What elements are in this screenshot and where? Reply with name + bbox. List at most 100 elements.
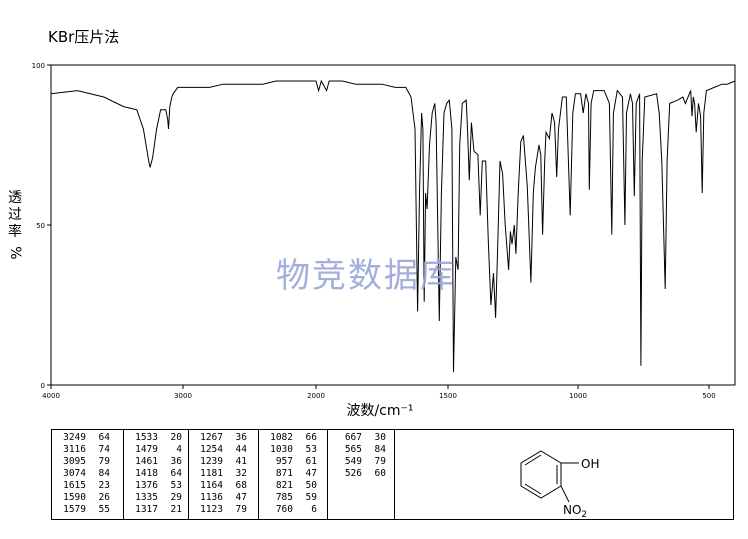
y-tick-label: 100 [32, 62, 45, 70]
peak-row: 957 61 [265, 456, 323, 468]
spectrum-line [50, 79, 736, 373]
peak-row: 3074 84 [58, 468, 119, 480]
peak-wavenumber: 871 [275, 468, 293, 479]
y-axis-label-char: 过 [8, 207, 22, 223]
peak-wavenumber: 1376 [135, 480, 158, 491]
peak-transmittance: 29 [170, 492, 182, 503]
x-tick-label: 2000 [307, 392, 325, 400]
peak-row: 1239 41 [195, 456, 254, 468]
y-axis-label: 透过率% [8, 190, 28, 260]
nitrophenol-structure: OH NO2 [520, 450, 599, 520]
peak-transmittance: 64 [170, 468, 182, 479]
peak-row: 1376 53 [130, 480, 184, 492]
axis-ticks: 4000 3000 2000 1500 1000 500 0 50 100 [32, 62, 716, 400]
peak-wavenumber: 1082 [270, 432, 293, 443]
peak-transmittance: 79 [98, 456, 110, 467]
peak-transmittance: 55 [98, 504, 110, 515]
x-tick-label: 1500 [439, 392, 457, 400]
peak-row: 3249 64 [58, 432, 119, 444]
x-axis-label: 波数/cm⁻¹ [346, 403, 413, 419]
peak-transmittance: 47 [235, 492, 247, 503]
peak-transmittance: 61 [305, 456, 317, 467]
y-axis-label-char: 透 [8, 190, 22, 206]
peak-wavenumber: 3116 [63, 444, 86, 455]
peak-wavenumber: 1267 [200, 432, 223, 443]
peak-row: 1615 23 [58, 480, 119, 492]
peak-wavenumber: 1254 [200, 444, 223, 455]
peak-wavenumber: 1590 [63, 492, 86, 503]
peak-wavenumber: 3249 [63, 432, 86, 443]
peak-row: 1418 64 [130, 468, 184, 480]
peak-wavenumber: 667 [344, 432, 362, 443]
peak-row: 1479 4 [130, 444, 184, 456]
peak-wavenumber: 785 [275, 492, 293, 503]
peak-wavenumber: 526 [344, 468, 362, 479]
peak-transmittance: 84 [374, 444, 386, 455]
peak-wavenumber: 1030 [270, 444, 293, 455]
peak-row: 3116 74 [58, 444, 119, 456]
x-tick-label: 1000 [569, 392, 587, 400]
x-tick-label: 500 [702, 392, 715, 400]
peak-row: 1579 55 [58, 504, 119, 516]
no2-label: NO2 [563, 503, 587, 520]
peak-transmittance: 68 [235, 480, 247, 491]
peak-wavenumber: 1615 [63, 480, 86, 491]
peak-row: 871 47 [265, 468, 323, 480]
peak-transmittance: 36 [235, 432, 247, 443]
y-tick-label: 0 [41, 382, 45, 390]
oh-label: OH [581, 457, 599, 471]
peak-transmittance: 30 [374, 432, 386, 443]
ir-spectrum-chart: 4000 3000 2000 1500 1000 500 0 50 100 波数/cm⁻¹ [32, 62, 736, 419]
peak-transmittance: 66 [305, 432, 317, 443]
peak-row: 1123 79 [195, 504, 254, 516]
peak-transmittance: 53 [305, 444, 317, 455]
peak-transmittance: 53 [170, 480, 182, 491]
peak-wavenumber: 1335 [135, 492, 158, 503]
peak-wavenumber: 760 [275, 504, 293, 515]
y-axis-label-char: 率 [8, 224, 22, 240]
peak-wavenumber: 3074 [63, 468, 86, 479]
peak-row: 667 30 [334, 432, 390, 444]
peak-table: 3249 64 3116 74 3095 79 3074 84 1615 23 1590 26 1579… [51, 429, 395, 520]
peak-wavenumber: 1461 [135, 456, 158, 467]
peak-transmittance: 84 [98, 468, 110, 479]
peak-transmittance: 44 [235, 444, 247, 455]
peak-wavenumber: 1533 [135, 432, 158, 443]
peak-transmittance: 26 [98, 492, 110, 503]
peak-table-column: 667 30 565 84 549 79 526 60 [328, 430, 394, 519]
peak-transmittance: 20 [170, 432, 182, 443]
peak-transmittance: 4 [176, 444, 182, 455]
watermark: 物竞数据库 [276, 256, 456, 296]
peak-transmittance: 50 [305, 480, 317, 491]
peak-table-column: 1533 20 1479 4 1461 36 1418 64 1376 53 1335 29 1317 2… [124, 430, 189, 519]
peak-transmittance: 6 [311, 504, 317, 515]
y-axis-label-text: 透过率% [8, 190, 28, 260]
page-title: KBr压片法 [48, 28, 120, 46]
peak-row: 821 50 [265, 480, 323, 492]
x-tick-label: 3000 [174, 392, 192, 400]
peak-transmittance: 64 [98, 432, 110, 443]
peak-transmittance: 23 [98, 480, 110, 491]
peak-wavenumber: 1123 [200, 504, 223, 515]
peak-row: 1533 20 [130, 432, 184, 444]
peak-row: 1181 32 [195, 468, 254, 480]
peak-row: 1082 66 [265, 432, 323, 444]
y-axis-label-char: % [9, 246, 26, 260]
peak-row: 760 6 [265, 504, 323, 516]
peak-wavenumber: 1136 [200, 492, 223, 503]
peak-row: 549 79 [334, 456, 390, 468]
no2-subscript: 2 [581, 510, 587, 520]
x-tick-label: 4000 [42, 392, 60, 400]
peak-transmittance: 47 [305, 468, 317, 479]
peak-table-column: 1082 66 1030 53 957 61 871 47 821 50 785 59 760 6 [259, 430, 328, 519]
peak-wavenumber: 957 [275, 456, 293, 467]
peak-wavenumber: 1317 [135, 504, 158, 515]
peak-row: 1461 36 [130, 456, 184, 468]
peak-row: 1136 47 [195, 492, 254, 504]
peak-transmittance: 59 [305, 492, 317, 503]
peak-transmittance: 32 [235, 468, 247, 479]
peak-transmittance: 60 [374, 468, 386, 479]
peak-row: 1164 68 [195, 480, 254, 492]
peak-wavenumber: 1239 [200, 456, 223, 467]
peak-transmittance: 74 [98, 444, 110, 455]
